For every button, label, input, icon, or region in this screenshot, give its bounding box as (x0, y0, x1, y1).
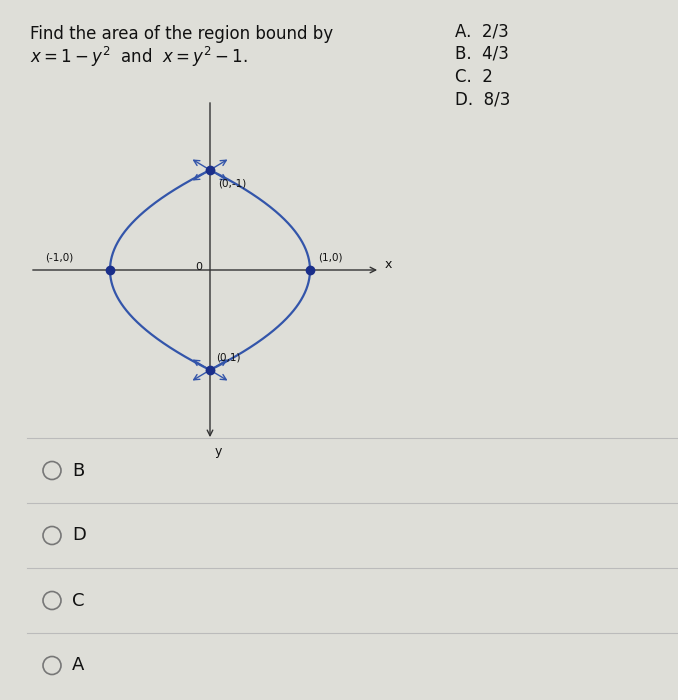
Text: x: x (385, 258, 393, 272)
Text: (0,1): (0,1) (216, 352, 241, 362)
Text: B.  4/3: B. 4/3 (455, 45, 509, 63)
Text: 0: 0 (195, 262, 202, 272)
Text: $x=1-y^2$  and  $x=y^2-1.$: $x=1-y^2$ and $x=y^2-1.$ (30, 45, 248, 69)
Text: B: B (72, 461, 84, 480)
Text: (1,0): (1,0) (318, 252, 342, 262)
Text: A.  2/3: A. 2/3 (455, 22, 508, 40)
Text: D.  8/3: D. 8/3 (455, 91, 511, 109)
Text: C: C (72, 592, 85, 610)
Text: A: A (72, 657, 84, 675)
Text: (-1,0): (-1,0) (45, 252, 73, 262)
Text: D: D (72, 526, 86, 545)
Text: Find the area of the region bound by: Find the area of the region bound by (30, 25, 333, 43)
Text: C.  2: C. 2 (455, 68, 493, 86)
Text: y: y (215, 445, 222, 458)
Text: (0,-1): (0,-1) (218, 178, 246, 188)
